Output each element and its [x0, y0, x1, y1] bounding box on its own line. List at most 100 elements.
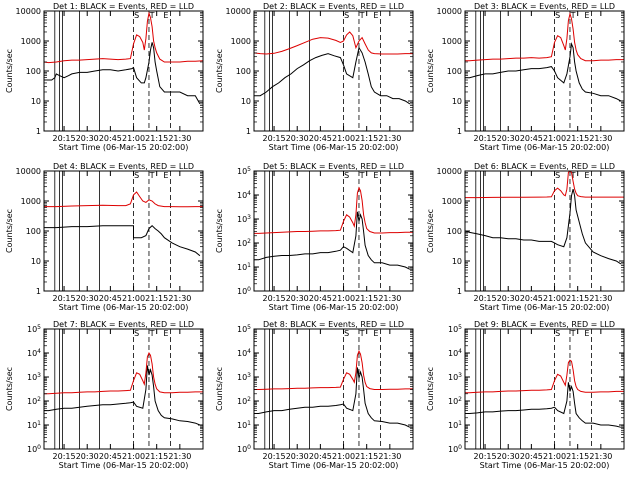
panel-8-marker-letter-e: E: [373, 329, 378, 338]
panel-4-ylabel: Counts/sec: [5, 209, 14, 253]
panel-2-xtick-label: 20:30: [286, 134, 309, 143]
panel-7-xtick-label: 21:15: [145, 452, 168, 461]
panel-6-xlabel: Start Time (06-Mar-15 20:02:00): [480, 303, 610, 312]
panel-3-ylabel: Counts/sec: [426, 49, 435, 93]
panel-2-title: Det 2: BLACK = Events, RED = LLD: [263, 2, 404, 11]
panel-5-xtick-label: 21:15: [355, 294, 378, 303]
panel-4-xtick-label: 21:15: [145, 294, 168, 303]
panel-3-ytick-label: 10000: [437, 7, 462, 16]
panel-1-title: Det 1: BLACK = Events, RED = LLD: [53, 2, 194, 11]
panel-4-ytick-label: 10000: [16, 167, 41, 176]
panel-7-xtick-label: 20:45: [99, 452, 122, 461]
panel-5-axes-frame: [253, 170, 414, 292]
panel-4-title: Det 4: BLACK = Events, RED = LLD: [53, 162, 194, 171]
panel-4-series-events: [44, 225, 201, 257]
panel-3-marker-letter-t: T: [570, 11, 576, 20]
panel-3-title: Det 3: BLACK = Events, RED = LLD: [474, 2, 615, 11]
panel-1-ytick-label: 1: [36, 127, 41, 136]
panel-4-xlabel: Start Time (06-Mar-15 20:02:00): [59, 303, 189, 312]
panel-9-ytick-label: 104: [448, 348, 462, 358]
panel-7-xtick-label: 20:15: [53, 452, 76, 461]
panel-3-ytick-label: 1000: [442, 37, 462, 46]
panel-9-ytick-label: 101: [448, 420, 462, 430]
panel-4-marker-letter-s: S: [134, 171, 139, 180]
panel-6-ytick-label: 1000: [442, 197, 462, 206]
panel-6-xtick-label: 20:30: [497, 294, 520, 303]
panel-5-ytick-label: 103: [237, 214, 251, 224]
panel-2-series-lld: [253, 31, 413, 55]
panel-8-axes-frame: [253, 328, 414, 450]
panel-1-xtick-label: 20:30: [76, 134, 99, 143]
panel-3-xtick-label: 21:15: [566, 134, 589, 143]
panel-3-ytick-label: 1: [457, 127, 462, 136]
panel-5-ytick-label: 101: [237, 262, 251, 272]
panel-9-xtick-label: 20:15: [474, 452, 497, 461]
panel-2-ytick-label: 100: [236, 67, 251, 76]
panel-2-series-events: [254, 46, 411, 105]
panel-7-xtick-label: 21:00: [122, 452, 145, 461]
panel-9-ylabel: Counts/sec: [426, 367, 435, 411]
panel-2-ytick-label: 1: [246, 127, 251, 136]
panel-1-series-lld: [43, 11, 204, 64]
panel-1-xtick-label: 21:15: [145, 134, 168, 143]
panel-5-ylabel: Counts/sec: [215, 209, 224, 253]
panel-2-xtick-label: 21:00: [332, 134, 355, 143]
panel-6-series-lld: [465, 170, 624, 199]
panel-3-xtick-label: 21:30: [589, 134, 612, 143]
panel-1-ytick-label: 10: [31, 97, 41, 106]
panel-8-ytick-label: 104: [237, 348, 251, 358]
panel-3-series-events: [465, 41, 622, 102]
panel-9-series-events: [465, 382, 622, 428]
panel-4-marker-letter-e: E: [163, 171, 168, 180]
panel-9-axes-frame: [464, 328, 625, 450]
panel-9-ytick-label: 103: [448, 372, 462, 382]
panel-1-ylabel: Counts/sec: [5, 49, 14, 93]
panel-1-series-events: [44, 42, 201, 105]
panel-1-xtick-label: 21:00: [122, 134, 145, 143]
panel-9-xtick-label: 21:15: [566, 452, 589, 461]
panel-9-xtick-label: 21:30: [589, 452, 612, 461]
panel-1-marker-letter-s: S: [134, 11, 139, 20]
panel-4-xtick-label: 21:30: [168, 294, 191, 303]
panel-8-ytick-label: 100: [237, 444, 251, 454]
panel-7-axes-frame: [43, 328, 204, 450]
panel-4-ytick-label: 10: [31, 257, 41, 266]
panel-9-ytick-label: 105: [448, 324, 462, 334]
panel-8-xtick-label: 21:00: [332, 452, 355, 461]
panel-7-ytick-label: 105: [27, 324, 41, 334]
panel-4-xtick-label: 20:45: [99, 294, 122, 303]
panel-2-xtick-label: 21:15: [355, 134, 378, 143]
panel-9-xlabel: Start Time (06-Mar-15 20:02:00): [480, 461, 610, 470]
panel-9-xtick-label: 20:45: [520, 452, 543, 461]
panel-8-xtick-label: 20:30: [286, 452, 309, 461]
panel-6-xtick-label: 20:45: [520, 294, 543, 303]
panel-9-marker-letter-e: E: [584, 329, 589, 338]
panel-6-title: Det 6: BLACK = Events, RED = LLD: [474, 162, 615, 171]
panel-2-xtick-label: 20:15: [263, 134, 286, 143]
panel-8-marker-letter-s: S: [344, 329, 349, 338]
panel-7-xtick-label: 21:30: [168, 452, 191, 461]
panel-3-series-lld: [465, 11, 624, 62]
panel-4-xtick-label: 21:00: [122, 294, 145, 303]
panel-2-marker-letter-e: E: [373, 11, 378, 20]
panel-3-marker-letter-s: S: [555, 11, 560, 20]
panel-8-xtick-label: 20:45: [309, 452, 332, 461]
panel-6-ytick-label: 100: [447, 227, 462, 236]
panel-5-title: Det 5: BLACK = Events, RED = LLD: [263, 162, 404, 171]
panel-8-ytick-label: 101: [237, 420, 251, 430]
panel-8-marker-letter-t: T: [359, 329, 365, 338]
panel-9-marker-letter-t: T: [570, 329, 576, 338]
panel-8-title: Det 8: BLACK = Events, RED = LLD: [263, 320, 404, 329]
panel-7-ytick-label: 104: [27, 348, 41, 358]
panel-1-ytick-label: 10000: [16, 7, 41, 16]
panel-3-xtick-label: 21:00: [543, 134, 566, 143]
panel-4-xtick-label: 20:30: [76, 294, 99, 303]
panel-6-series-events: [464, 188, 622, 265]
panel-2-xtick-label: 20:45: [309, 134, 332, 143]
panel-6-ytick-label: 1: [457, 287, 462, 296]
panel-9-marker-letter-s: S: [555, 329, 560, 338]
panel-6-xtick-label: 20:15: [474, 294, 497, 303]
panel-7-series-events: [44, 365, 201, 426]
panel-7-ytick-label: 100: [27, 444, 41, 454]
